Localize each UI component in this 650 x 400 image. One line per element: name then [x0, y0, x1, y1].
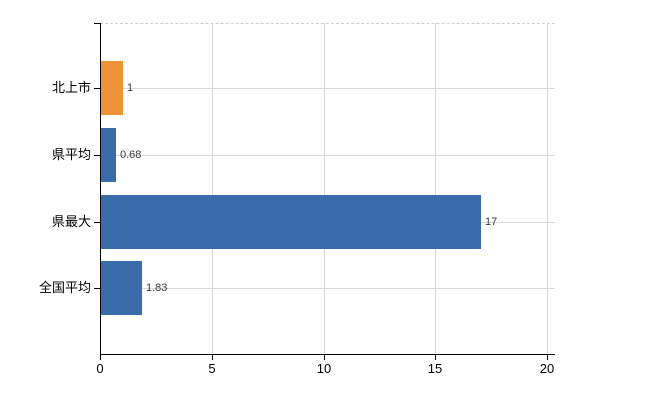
x-axis-tick — [324, 355, 325, 360]
x-axis-tick — [212, 355, 213, 360]
bar-3 — [101, 261, 142, 315]
gridline-vertical — [211, 23, 213, 354]
x-axis-tick-label: 10 — [316, 361, 332, 376]
y-axis-tick — [94, 288, 100, 289]
bar-value-label: 1.83 — [146, 282, 168, 294]
category-label-2: 県最大 — [51, 214, 91, 229]
bar-value-label: 0.68 — [120, 149, 142, 161]
bar-value-label: 1 — [127, 82, 134, 94]
bar-0 — [101, 61, 123, 115]
y-axis-tick — [94, 155, 100, 156]
x-axis-tick-label: 20 — [539, 361, 555, 376]
x-axis-tick-label: 15 — [427, 361, 443, 376]
x-axis-tick-label: 5 — [208, 361, 216, 376]
category-label-1: 県平均 — [51, 147, 91, 162]
gridline-vertical — [435, 23, 437, 354]
category-label-3: 全国平均 — [38, 280, 91, 295]
y-axis-tick — [94, 222, 100, 223]
y-axis-line — [100, 23, 101, 355]
x-axis-tick — [100, 355, 101, 360]
gridline-horizontal — [101, 88, 555, 89]
bar-value-label: 17 — [485, 216, 498, 228]
x-axis-tick — [547, 355, 548, 360]
bar-1 — [101, 128, 116, 182]
bar-2 — [101, 195, 481, 249]
y-axis-top-tick — [94, 23, 100, 24]
gridline-horizontal — [101, 288, 555, 289]
gridline-vertical — [547, 23, 548, 354]
category-label-0: 北上市 — [51, 80, 91, 95]
x-axis-tick — [435, 355, 436, 360]
gridline-horizontal — [101, 155, 555, 156]
x-axis-tick-label: 0 — [96, 361, 104, 376]
x-axis-line — [100, 354, 555, 355]
y-axis-tick — [94, 88, 100, 89]
plot-top-border — [100, 23, 555, 24]
gridline-vertical — [323, 23, 325, 354]
